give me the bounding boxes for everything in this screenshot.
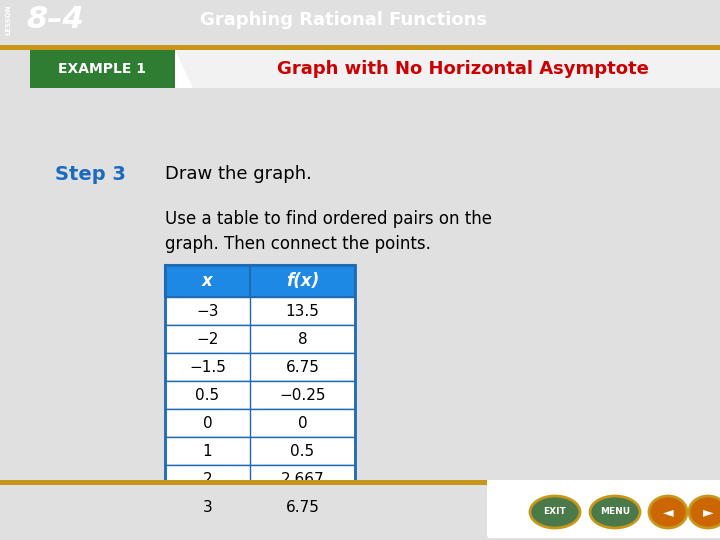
Text: 0: 0 — [203, 415, 212, 430]
Bar — [165, 409, 355, 437]
Bar — [165, 265, 355, 297]
Bar — [165, 381, 355, 409]
Text: ►: ► — [703, 505, 714, 519]
Text: Draw the graph.: Draw the graph. — [165, 165, 312, 183]
Text: −2: −2 — [197, 332, 219, 347]
Text: EXIT: EXIT — [544, 508, 567, 516]
Bar — [0, 45, 720, 50]
Text: −0.25: −0.25 — [279, 388, 325, 402]
Text: 13.5: 13.5 — [286, 303, 320, 319]
Text: Use a table to find ordered pairs on the: Use a table to find ordered pairs on the — [165, 210, 492, 228]
Text: Graph with No Horizontal Asymptote: Graph with No Horizontal Asymptote — [276, 60, 649, 78]
Text: f(x): f(x) — [286, 272, 319, 290]
Ellipse shape — [530, 496, 580, 528]
Ellipse shape — [649, 496, 687, 528]
Text: 6.75: 6.75 — [286, 360, 320, 375]
Text: −3: −3 — [197, 303, 219, 319]
Text: 1: 1 — [203, 443, 212, 458]
Bar — [0, 480, 720, 485]
Ellipse shape — [689, 496, 720, 528]
Bar — [165, 465, 355, 493]
Text: LESSON: LESSON — [5, 5, 11, 35]
Ellipse shape — [590, 496, 640, 528]
Text: 0.5: 0.5 — [290, 443, 315, 458]
Text: 8–4: 8–4 — [26, 5, 84, 35]
Text: ◄: ◄ — [662, 505, 673, 519]
FancyBboxPatch shape — [487, 477, 720, 538]
Text: 0.5: 0.5 — [195, 388, 220, 402]
Text: 2.667: 2.667 — [281, 471, 324, 487]
Text: 0: 0 — [297, 415, 307, 430]
Text: Graphing Rational Functions: Graphing Rational Functions — [200, 11, 487, 29]
Text: 2: 2 — [203, 471, 212, 487]
Bar — [165, 353, 355, 381]
Bar — [165, 265, 355, 521]
Text: 8: 8 — [297, 332, 307, 347]
Text: Step 3: Step 3 — [55, 165, 126, 184]
Bar — [165, 437, 355, 465]
Bar — [165, 493, 355, 521]
Text: graph. Then connect the points.: graph. Then connect the points. — [165, 235, 431, 253]
Text: x: x — [202, 272, 213, 290]
Text: 6.75: 6.75 — [286, 500, 320, 515]
Polygon shape — [175, 50, 193, 88]
Bar — [165, 325, 355, 353]
Bar — [165, 297, 355, 325]
Text: EXAMPLE 1: EXAMPLE 1 — [58, 62, 146, 76]
Bar — [175, 50, 720, 88]
Text: −1.5: −1.5 — [189, 360, 226, 375]
Text: MENU: MENU — [600, 508, 630, 516]
Bar — [30, 50, 175, 88]
Text: 3: 3 — [202, 500, 212, 515]
